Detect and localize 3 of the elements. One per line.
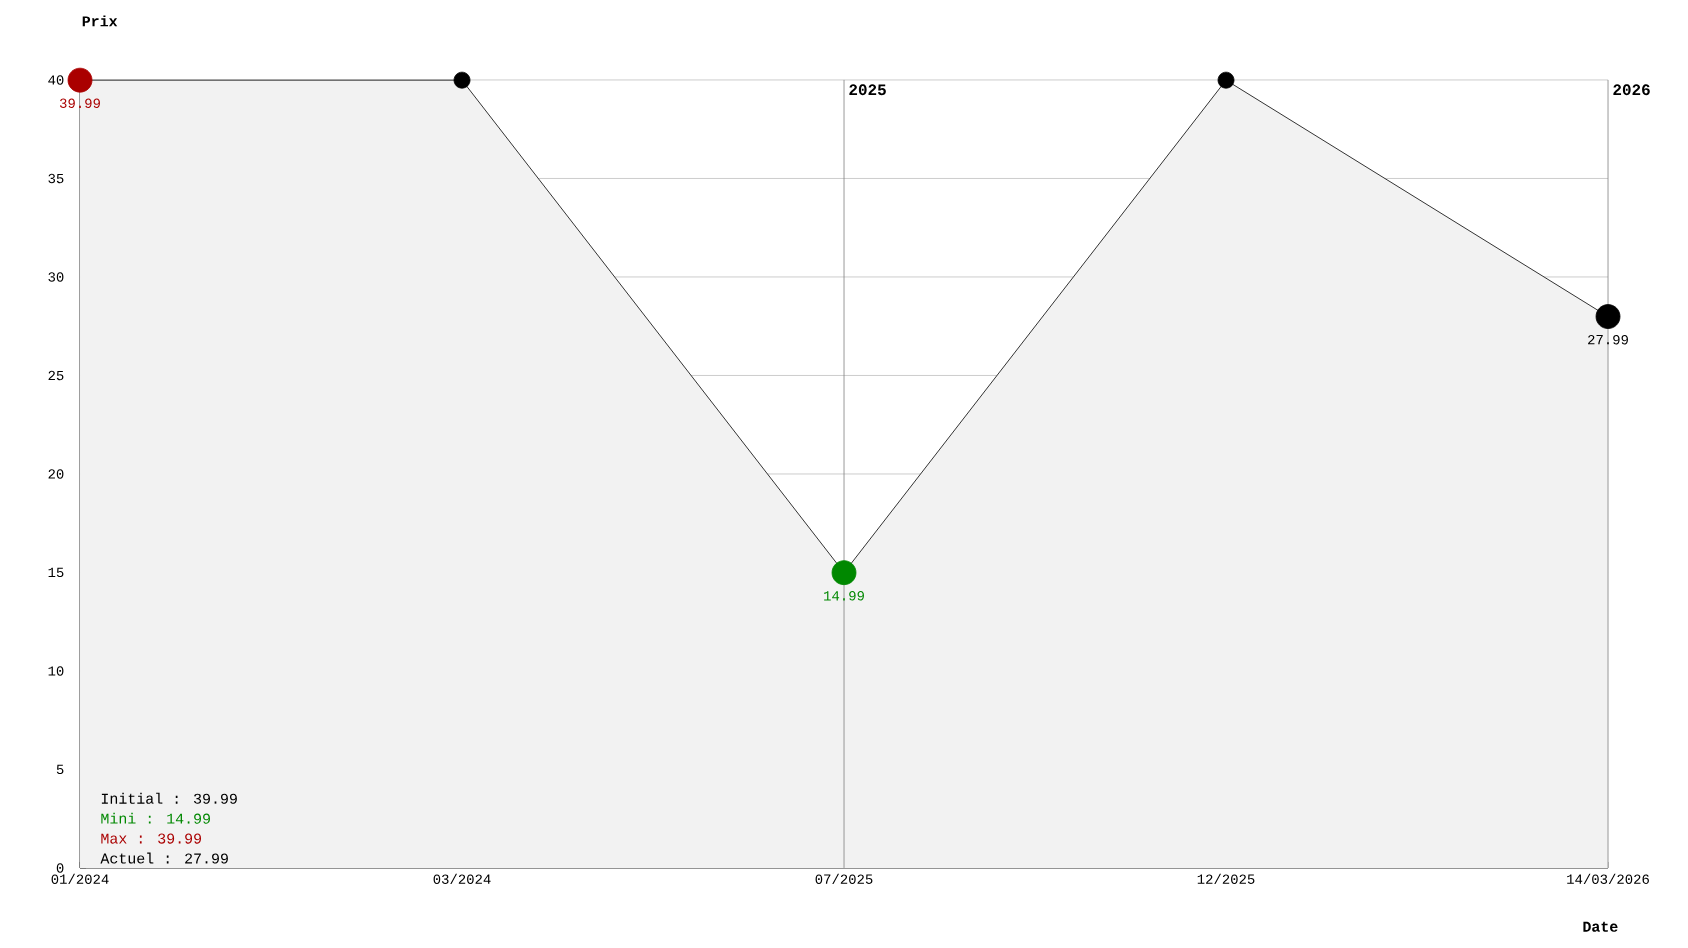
point <box>67 67 93 93</box>
point <box>1595 304 1621 329</box>
point <box>831 560 857 586</box>
